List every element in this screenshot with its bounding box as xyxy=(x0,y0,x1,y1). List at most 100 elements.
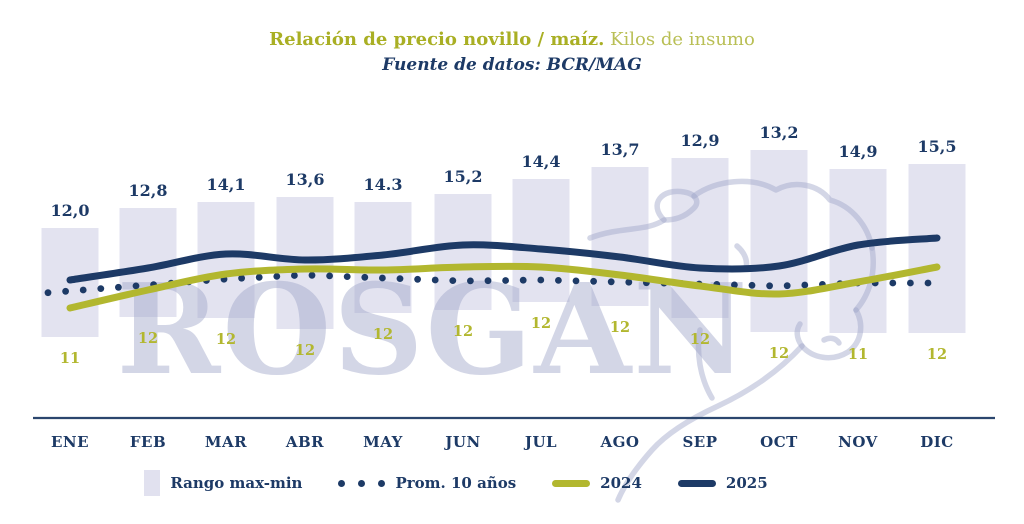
legend-2025-label: 2025 xyxy=(725,474,768,492)
max-value-label: 12,9 xyxy=(681,131,720,150)
bull-outline-stroke xyxy=(654,188,700,223)
max-value-label: 12,0 xyxy=(51,201,90,220)
max-value-label: 15,2 xyxy=(444,167,483,186)
avg-dot xyxy=(79,286,87,294)
avg-dot xyxy=(889,279,897,287)
avg-dot xyxy=(44,289,52,297)
bull-outline-stroke xyxy=(691,178,875,251)
avg-dot xyxy=(255,273,263,281)
month-label: AGO xyxy=(599,433,639,451)
avg-dot xyxy=(343,273,351,280)
range-bar xyxy=(908,164,966,333)
avg-dot xyxy=(924,279,932,287)
avg-dot xyxy=(97,285,105,292)
month-label: JUN xyxy=(443,433,480,451)
range-bar xyxy=(750,150,808,332)
legend-item-range: Rango max-min xyxy=(144,470,302,496)
month-label: SEP xyxy=(682,433,717,451)
avg-dot xyxy=(449,277,457,284)
max-value-label: 14,1 xyxy=(207,175,246,194)
dotted-line-swatch-icon xyxy=(338,479,386,487)
avg-dotted-line xyxy=(44,271,932,297)
avg-dot xyxy=(555,277,562,284)
min-value-label: 12 xyxy=(927,346,947,363)
legend-item-2024: 2024 xyxy=(552,474,642,492)
avg-dot xyxy=(625,278,633,286)
avg-dot xyxy=(431,276,439,284)
avg-dot xyxy=(361,273,369,281)
avg-dot xyxy=(537,276,545,284)
max-value-label: 13,7 xyxy=(601,140,640,159)
avg-dot xyxy=(132,282,140,290)
max-value-label: 15,5 xyxy=(918,137,957,156)
min-value-label: 11 xyxy=(848,346,868,363)
min-value-label: 12 xyxy=(610,319,630,336)
legend-range-label: Rango max-min xyxy=(170,474,303,492)
line-2024 xyxy=(66,262,941,312)
month-label: ABR xyxy=(285,433,324,451)
chart-title-main: Relación de precio novillo / maíz. xyxy=(269,29,605,50)
range-bar xyxy=(434,194,492,310)
month-label: ENE xyxy=(51,433,89,451)
bull-outline-stroke xyxy=(587,217,667,241)
chart-header: Relación de precio novillo / maíz. Kilos… xyxy=(0,28,1024,77)
chart-title: Relación de precio novillo / maíz. Kilos… xyxy=(0,28,1024,52)
legend-2024-label: 2024 xyxy=(600,474,642,492)
line-2025 xyxy=(66,234,941,284)
avg-dot xyxy=(731,281,738,289)
min-value-label: 12 xyxy=(769,345,789,362)
line-2025-swatch-icon xyxy=(677,479,716,487)
range-bar xyxy=(197,202,255,318)
avg-dot xyxy=(572,277,580,285)
max-value-label: 12,8 xyxy=(129,181,168,200)
legend-average-label: Prom. 10 años xyxy=(395,474,517,492)
avg-dot xyxy=(326,272,333,280)
legend-item-average: Prom. 10 años xyxy=(338,474,516,492)
avg-dot xyxy=(62,287,69,295)
avg-dot xyxy=(748,281,756,289)
avg-dot xyxy=(519,276,527,284)
max-value-label: 14.3 xyxy=(364,175,403,194)
max-value-label: 13,2 xyxy=(760,123,799,142)
month-label: DIC xyxy=(920,433,953,451)
min-value-label: 12 xyxy=(216,331,236,348)
month-label: FEB xyxy=(130,433,166,451)
avg-dot xyxy=(607,278,615,286)
bull-outline-stroke xyxy=(794,307,864,361)
avg-dot xyxy=(783,282,791,290)
avg-dot xyxy=(291,272,298,279)
avg-dot xyxy=(273,273,281,280)
avg-dot xyxy=(590,277,597,285)
avg-dot xyxy=(502,277,509,284)
avg-dot xyxy=(238,274,246,282)
range-bar xyxy=(591,167,649,306)
avg-dot xyxy=(484,277,492,285)
month-label: MAY xyxy=(363,433,403,451)
chart-title-suffix: Kilos de insumo xyxy=(604,29,755,50)
chart-source-subtitle: Fuente de datos: BCR/MAG xyxy=(382,55,642,76)
avg-dot xyxy=(115,283,122,291)
max-value-label: 14,4 xyxy=(522,152,561,171)
avg-dot xyxy=(907,279,914,287)
month-label: NOV xyxy=(838,433,878,451)
chart-legend: Rango max-min Prom. 10 años 2024 2025 xyxy=(0,470,912,496)
min-value-label: 12 xyxy=(453,323,473,340)
avg-dot xyxy=(414,275,421,283)
avg-dot xyxy=(396,275,404,282)
min-value-label: 12 xyxy=(373,326,393,343)
min-value-label: 12 xyxy=(690,331,710,348)
avg-dot xyxy=(379,274,386,282)
min-value-label: 12 xyxy=(138,330,158,347)
bull-outline-stroke xyxy=(695,327,715,401)
month-label: OCT xyxy=(760,433,798,451)
avg-dot xyxy=(308,271,316,279)
range-bars-group xyxy=(41,150,966,337)
legend-item-2025: 2025 xyxy=(677,474,768,492)
month-label: JUL xyxy=(523,433,557,451)
avg-dot xyxy=(467,277,474,285)
range-swatch-icon xyxy=(144,470,161,496)
min-value-label: 12 xyxy=(531,315,551,332)
min-value-label: 11 xyxy=(60,350,80,367)
